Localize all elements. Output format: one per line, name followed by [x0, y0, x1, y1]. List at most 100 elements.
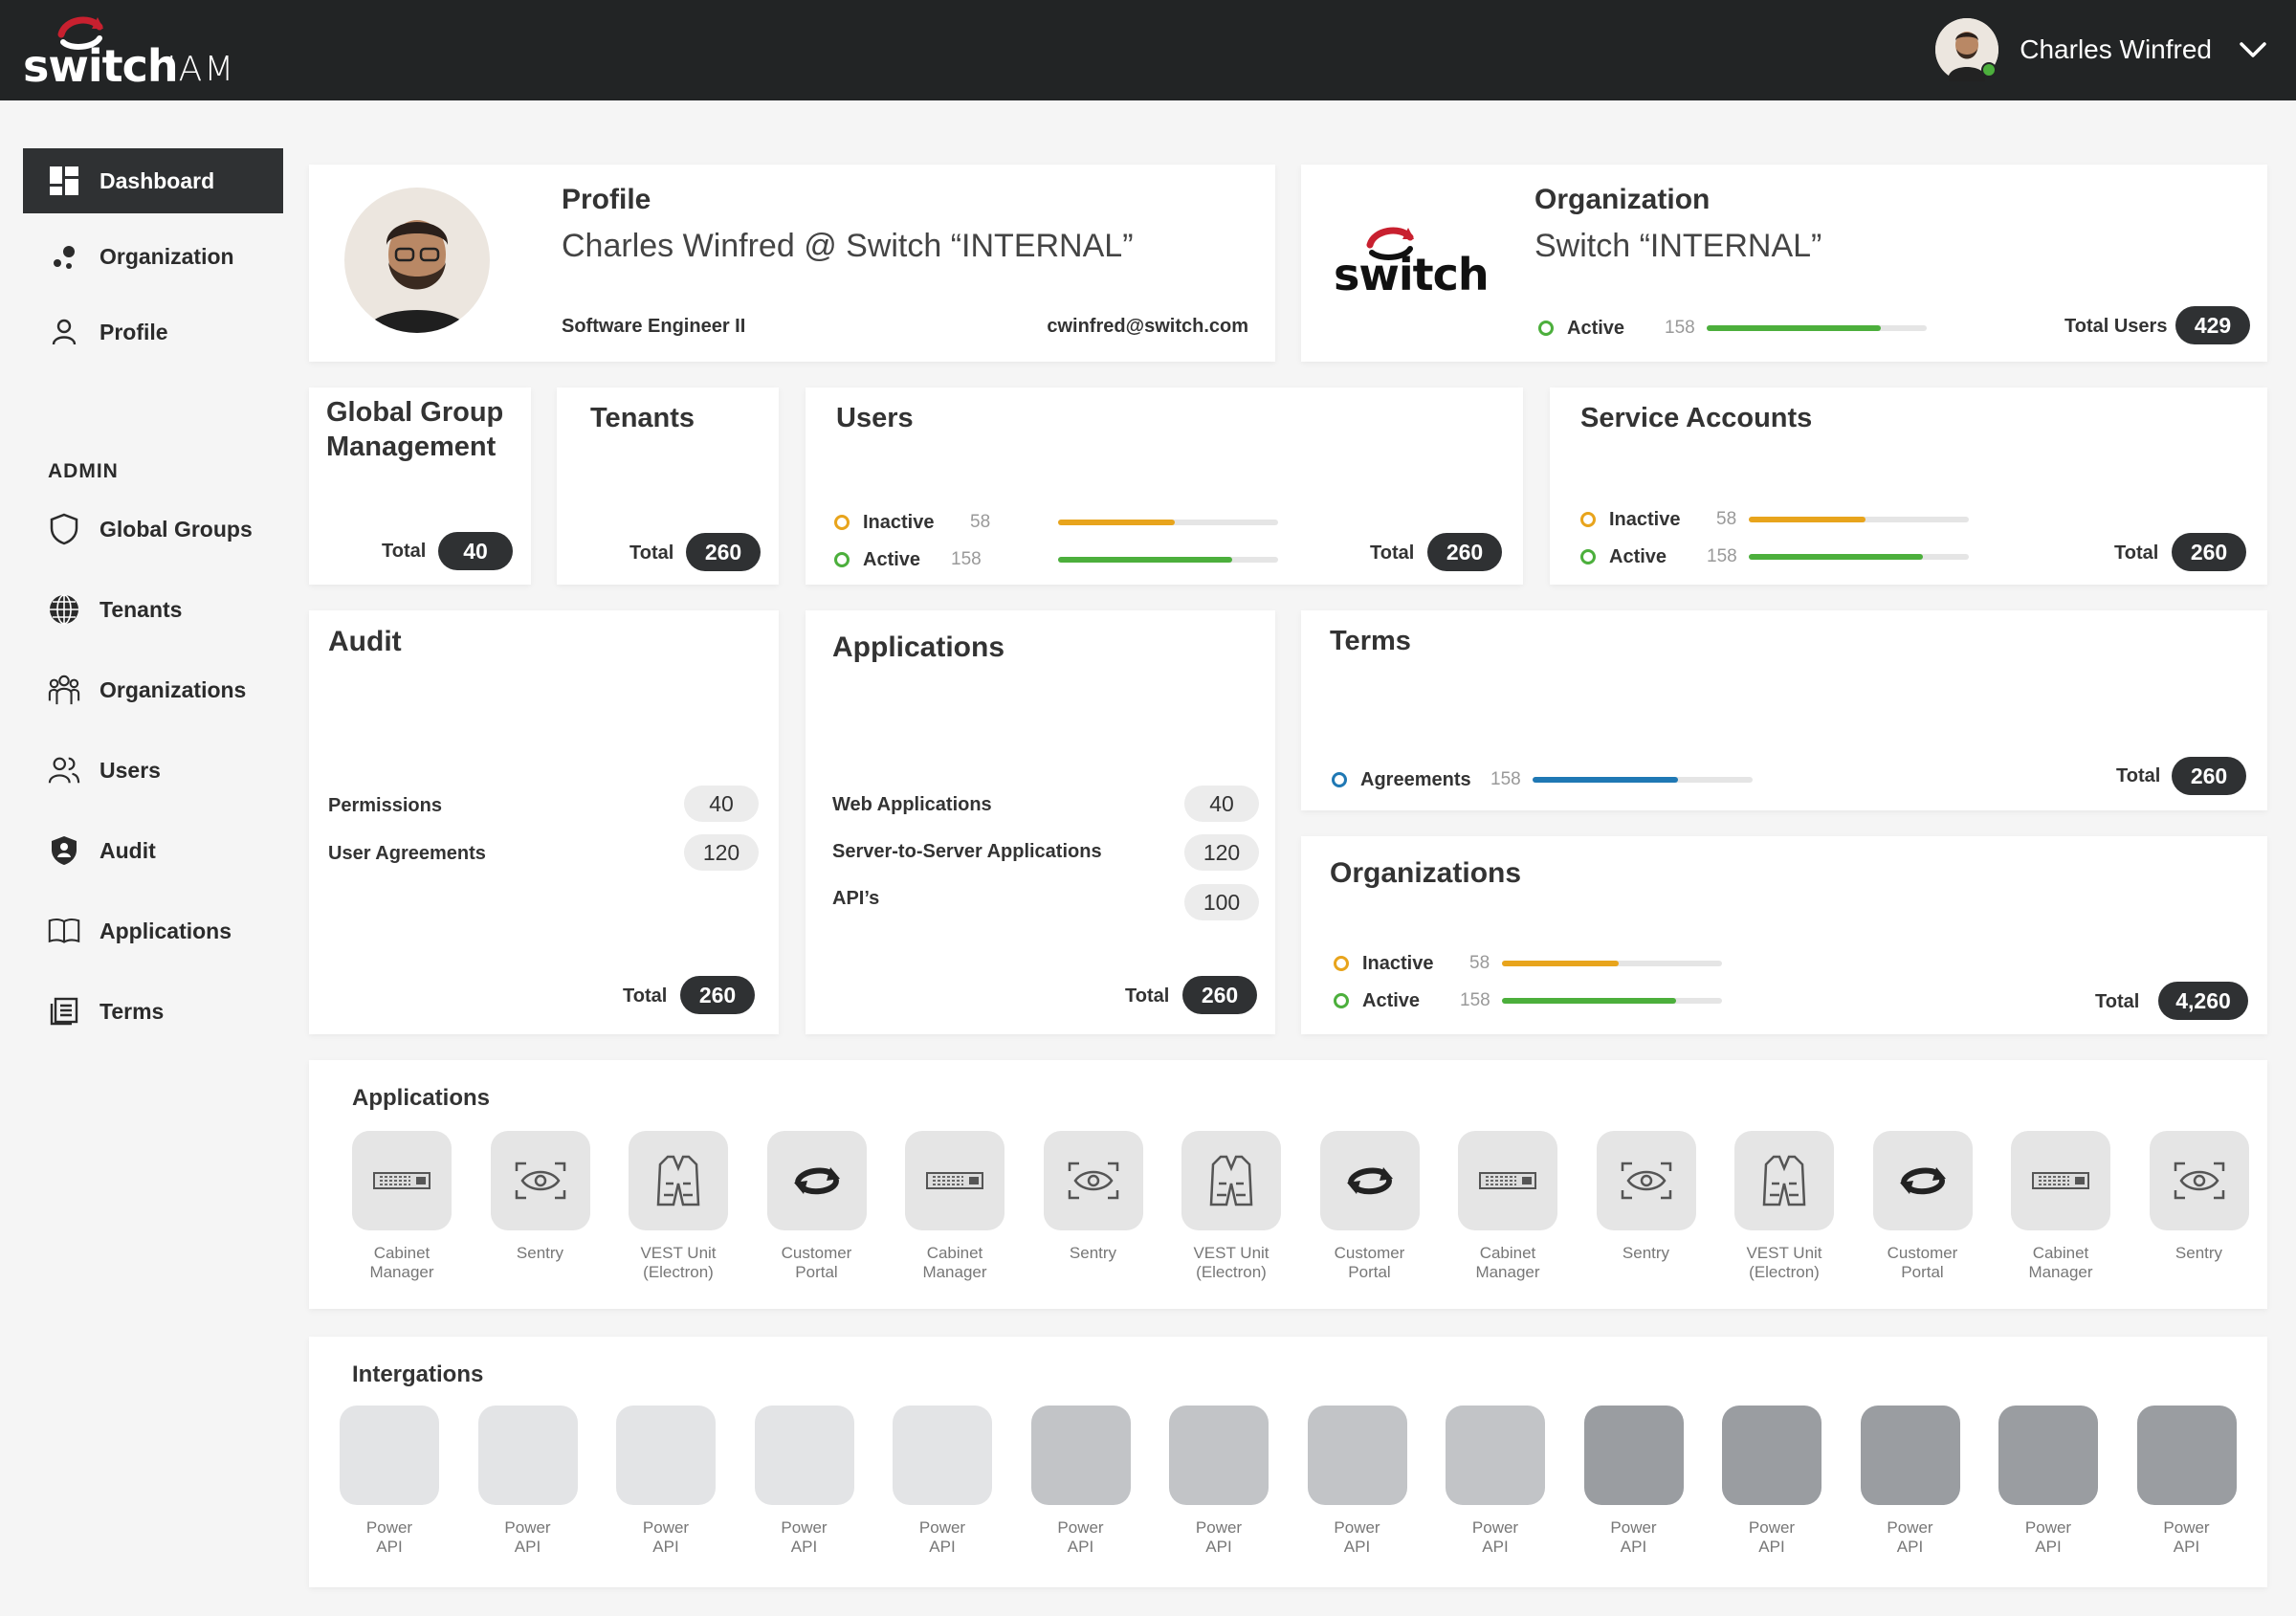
sidebar-item-organizations[interactable]: Organizations [23, 657, 283, 722]
stat-label: Active [863, 548, 921, 570]
integration-tile[interactable]: Power API [1446, 1406, 1545, 1557]
service-accounts-card[interactable]: Service Accounts Inactive 58 Active 158 … [1550, 387, 2267, 585]
tenants-card[interactable]: Tenants Total 260 [557, 387, 779, 585]
integration-tile[interactable]: Power API [1307, 1406, 1407, 1557]
caption-line: API [1620, 1538, 1647, 1556]
progress-fill [1749, 517, 1866, 522]
stat-label: Inactive [863, 511, 935, 533]
organizations-inactive-stat: Inactive 58 [1334, 951, 1722, 976]
stat-label: Active [1362, 989, 1421, 1011]
caption-line: Sentry [1069, 1244, 1117, 1262]
inactive-status-ring [834, 515, 850, 530]
stat-count: 58 [1469, 953, 1490, 973]
title-line: Global Group [326, 397, 504, 428]
application-tile-label: VEST Unit (Electron) [1181, 1244, 1281, 1282]
caption-line: API [1067, 1538, 1094, 1556]
application-tile[interactable]: Customer Portal [766, 1131, 867, 1282]
integration-icon-placeholder [2136, 1406, 2237, 1505]
sidebar-item-audit[interactable]: Audit [23, 818, 283, 883]
server-rack-icon [352, 1131, 452, 1230]
terms-card[interactable]: Terms Agreements 158 Total 260 [1301, 610, 2267, 810]
chevron-down-icon[interactable] [2239, 40, 2267, 59]
integration-tile[interactable]: Power API [616, 1406, 716, 1557]
application-tile[interactable]: Sentry [1596, 1131, 1696, 1263]
application-tile[interactable]: Sentry [2149, 1131, 2249, 1263]
sidebar-item-label: Organization [99, 243, 234, 269]
progress-bar [1502, 998, 1722, 1004]
caption-line: Power [1748, 1518, 1796, 1537]
application-tile[interactable]: Cabinet Manager [905, 1131, 1004, 1282]
caption-line: API [1896, 1538, 1924, 1556]
application-tile[interactable]: Cabinet Manager [2011, 1131, 2110, 1282]
caption-line: Power [1887, 1518, 1933, 1537]
integration-tile[interactable]: Power API [2136, 1406, 2237, 1557]
caption-line: API [2035, 1538, 2062, 1556]
sidebar-item-profile[interactable]: Profile [23, 299, 283, 365]
sidebar-item-terms[interactable]: Terms [23, 979, 283, 1044]
sidebar-item-organization[interactable]: Organization [23, 224, 283, 289]
switch-swoosh-icon [1366, 227, 1414, 260]
organizations-card[interactable]: Organizations Inactive 58 Active 158 Tot… [1301, 836, 2267, 1034]
organizations-title: Organizations [1330, 857, 1522, 889]
total-label: Total [2114, 542, 2159, 564]
caption-line: API [376, 1538, 403, 1556]
integration-icon-placeholder [1446, 1406, 1545, 1505]
application-tile[interactable]: Customer Portal [1319, 1131, 1420, 1282]
logo-suffix: IAM [166, 50, 236, 89]
progress-fill [1502, 998, 1676, 1004]
audit-card[interactable]: Audit Permissions 40 User Agreements 120… [309, 610, 779, 1034]
caption-line: Portal [1348, 1263, 1391, 1281]
eye-scan-icon [1596, 1131, 1696, 1230]
audit-row-value: 40 [684, 786, 759, 822]
profile-card[interactable]: Profile Charles Winfred @ Switch “INTERN… [309, 165, 1275, 362]
application-tile[interactable]: Cabinet Manager [352, 1131, 452, 1282]
application-tile[interactable]: VEST Unit (Electron) [1734, 1131, 1834, 1282]
integration-tile[interactable]: Power API [1722, 1406, 1821, 1557]
integration-tile[interactable]: Power API [1860, 1406, 1960, 1557]
application-tile-label: Cabinet Manager [2011, 1244, 2110, 1282]
integration-tile[interactable]: Power API [893, 1406, 992, 1557]
avatar[interactable] [1935, 18, 1999, 81]
title-line: Management [326, 432, 497, 462]
stat-label: Inactive [1609, 508, 1681, 530]
audit-row-value: 120 [684, 834, 759, 871]
user-menu[interactable]: Charles Winfred [1935, 17, 2267, 82]
progress-fill [1533, 777, 1678, 783]
application-tile[interactable]: Sentry [490, 1131, 590, 1263]
global-group-card[interactable]: Global Group Management Total 40 [309, 387, 531, 585]
integration-tile[interactable]: Power API [754, 1406, 854, 1557]
profile-email[interactable]: cwinfred@switch.com [1047, 316, 1248, 337]
integration-tile[interactable]: Power API [1583, 1406, 1684, 1557]
sync-arrows-icon [1319, 1131, 1420, 1230]
integration-tile[interactable]: Power API [1030, 1406, 1131, 1557]
application-tile-label: Sentry [491, 1244, 590, 1263]
applications-card[interactable]: Applications Web Applications 40 Server-… [806, 610, 1275, 1034]
application-tile[interactable]: VEST Unit (Electron) [1181, 1131, 1281, 1282]
caption-line: Cabinet [926, 1244, 983, 1262]
users-card[interactable]: Users Inactive 58 Active 158 Total 260 [806, 387, 1523, 585]
progress-bar [1749, 554, 1969, 560]
integration-tile[interactable]: Power API [477, 1406, 578, 1557]
eye-scan-icon [1043, 1131, 1143, 1230]
eye-scan-icon [2149, 1131, 2249, 1230]
sync-arrows-icon [766, 1131, 867, 1230]
sidebar-item-dashboard[interactable]: Dashboard [23, 148, 283, 213]
application-tile[interactable]: VEST Unit (Electron) [629, 1131, 728, 1282]
integration-tile[interactable]: Power API [1998, 1406, 2098, 1557]
profile-title: Profile [562, 184, 651, 215]
application-tile[interactable]: Customer Portal [1872, 1131, 1973, 1282]
integration-icon-placeholder [754, 1406, 854, 1505]
application-tile[interactable]: Sentry [1043, 1131, 1143, 1263]
sidebar-item-applications[interactable]: Applications [23, 898, 283, 963]
integration-tile[interactable]: Power API [1169, 1406, 1269, 1557]
caption-line: Power [1471, 1518, 1519, 1537]
organization-card[interactable]: switch Organization Switch “INTERNAL” Ac… [1301, 165, 2267, 362]
server-rack-icon [2011, 1131, 2110, 1230]
application-tile[interactable]: Cabinet Manager [1458, 1131, 1557, 1282]
sidebar-item-users[interactable]: Users [23, 738, 283, 803]
sidebar-item-global-groups[interactable]: Global Groups [23, 497, 283, 562]
progress-bar [1502, 961, 1722, 966]
organization-title: Organization [1534, 184, 1711, 215]
sidebar-item-tenants[interactable]: Tenants [23, 577, 283, 642]
integration-tile[interactable]: Power API [340, 1406, 439, 1557]
